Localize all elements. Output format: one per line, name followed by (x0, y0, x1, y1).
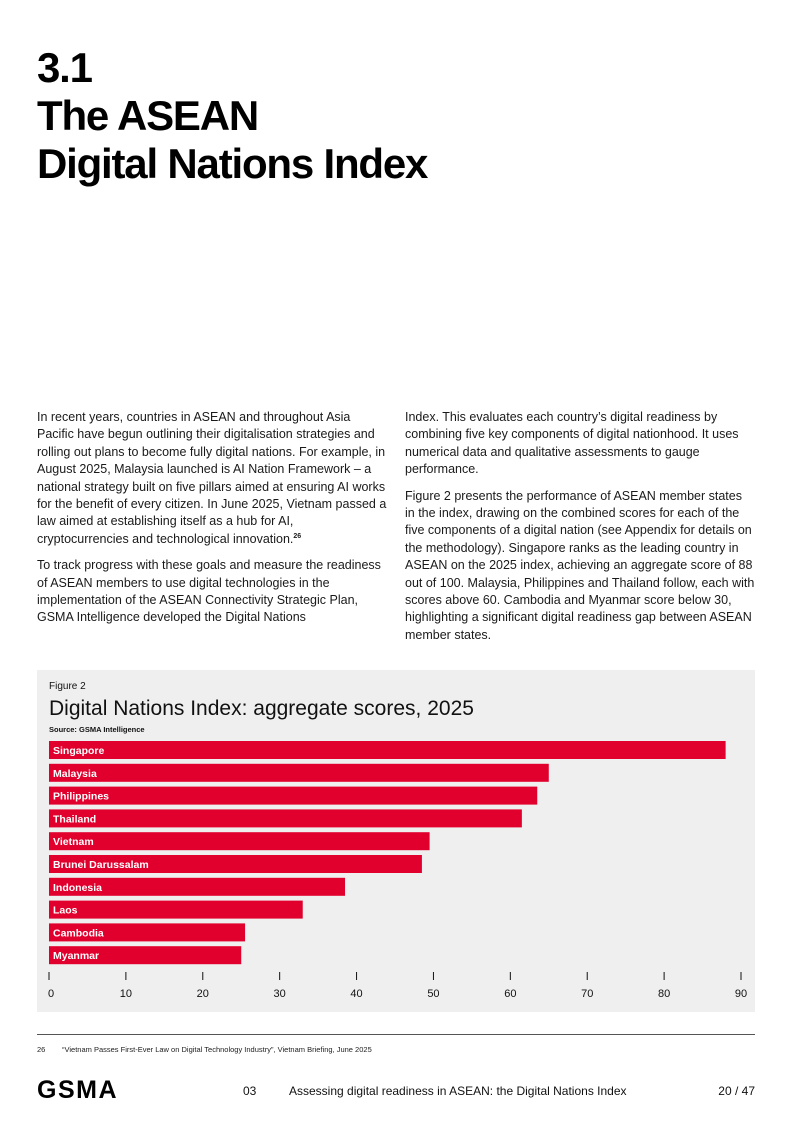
footer-section-title: Assessing digital readiness in ASEAN: th… (289, 1084, 627, 1098)
body-paragraph: Index. This evaluates each country’s dig… (405, 410, 739, 477)
body-paragraph: In recent years, countries in ASEAN and … (37, 410, 387, 546)
figure-title: Digital Nations Index: aggregate scores,… (49, 697, 474, 720)
bar-label: Brunei Darussalam (53, 859, 149, 871)
footnote-ref[interactable]: 26 (293, 532, 302, 540)
body-column-left: In recent years, countries in ASEAN and … (37, 409, 387, 636)
bar-laos (49, 900, 303, 919)
gsma-logo-mark: GSMA (37, 1076, 118, 1104)
footnote-divider (37, 1034, 755, 1035)
x-tick-label: 0 (48, 988, 54, 1000)
bar-myanmar (49, 946, 242, 965)
bar-label: Malaysia (53, 768, 97, 780)
bar-thailand (49, 809, 522, 828)
gsma-logo: GSMA (37, 1076, 159, 1107)
section-title-line-2: Digital Nations Index (37, 140, 428, 187)
body-column-right: Index. This evaluates each country’s dig… (405, 409, 755, 653)
bar-singapore (49, 741, 726, 759)
body-paragraph: To track progress with these goals and m… (37, 558, 381, 625)
figure-source: Source: GSMA Intelligence (49, 725, 145, 734)
bar-label: Vietnam (53, 836, 94, 848)
bar-label: Thailand (53, 813, 96, 825)
bar-label: Philippines (53, 791, 109, 803)
bar-brunei-darussalam (49, 855, 422, 873)
bar-philippines (49, 786, 538, 805)
footnote-number: 26 (37, 1045, 46, 1054)
bar-vietnam (49, 832, 430, 851)
x-tick-label: 50 (427, 988, 439, 1000)
logo-text: GSMA (37, 1078, 118, 1102)
footnote-text: “Vietnam Passes First-Ever Law on Digita… (62, 1045, 372, 1054)
x-tick-label: 40 (350, 988, 362, 1000)
x-tick-label: 80 (658, 988, 670, 1000)
section-title-line-1: The ASEAN (37, 92, 259, 139)
footer-section-number: 03 (243, 1084, 257, 1098)
bar-label: Myanmar (53, 950, 99, 962)
x-tick-label: 70 (581, 988, 593, 1000)
x-tick-label: 60 (504, 988, 516, 1000)
section-number: 3.1 (37, 44, 93, 91)
figure-label: Figure 2 (49, 681, 86, 692)
bar-malaysia (49, 763, 549, 782)
bar-chart: Singapore Malaysia Philippines Thailand Viet… (48, 741, 747, 1000)
section-heading: 3.1 The ASEAN Digital Nations Index (37, 44, 428, 188)
bar-cambodia (49, 923, 246, 942)
page-number: 20 / 47 (718, 1084, 755, 1098)
x-tick-label: 30 (274, 988, 286, 1000)
x-tick-label: 20 (197, 988, 209, 1000)
bar-label: Indonesia (53, 882, 102, 894)
x-tick-label: 90 (735, 988, 747, 1000)
body-paragraph: Figure 2 presents the performance of ASE… (405, 488, 755, 642)
bar-label: Laos (53, 905, 78, 917)
x-tick-label: 10 (120, 988, 132, 1000)
figure-panel: Singapore Malaysia Philippines Thailand Viet… (37, 670, 755, 1012)
bar-label: Singapore (53, 745, 105, 757)
bar-indonesia (49, 877, 346, 896)
bar-label: Cambodia (53, 927, 104, 939)
footnote: 26 “Vietnam Passes First-Ever Law on Digi… (37, 1045, 372, 1054)
